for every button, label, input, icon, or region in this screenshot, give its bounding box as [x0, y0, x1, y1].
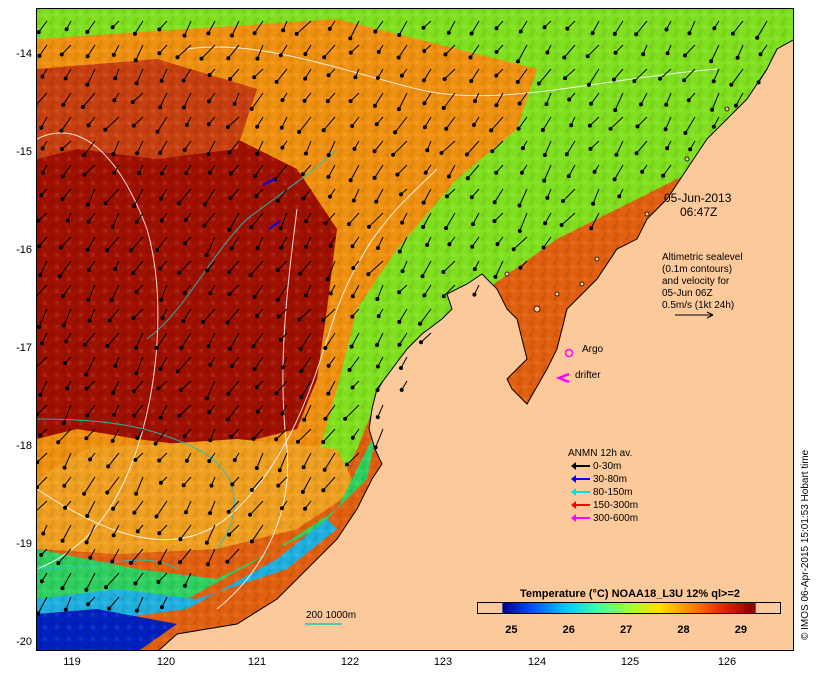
- lon-label: 126: [717, 656, 737, 668]
- anmn-legend-label: 0-30m: [593, 461, 622, 472]
- credit-text: © IMOS 06-Apr-2015 15:01:53 Hobart time: [800, 449, 811, 640]
- colorbar-tick-label: 29: [734, 624, 747, 636]
- arrow-icon: [571, 501, 590, 510]
- anmn-legend-item: 0-30m: [571, 461, 622, 472]
- lat-label: -19: [16, 538, 32, 550]
- anmn-legend-item: 300-600m: [571, 513, 639, 524]
- lon-label: 120: [156, 656, 176, 668]
- depth-contours: [37, 148, 338, 570]
- lon-label: 119: [63, 656, 81, 668]
- lon-label: 122: [340, 656, 360, 668]
- land-kimberley: [158, 39, 793, 650]
- lat-label: -15: [16, 146, 32, 158]
- date-stamp: 05-Jun-2013: [664, 191, 732, 205]
- velocity-arrows: [37, 20, 768, 616]
- colorbar-tick-label: 26: [562, 624, 575, 636]
- scale-arrow-head: [706, 311, 714, 319]
- sealevel-contours: [37, 46, 718, 610]
- lon-label: 125: [620, 656, 640, 668]
- lat-label: -18: [16, 440, 32, 452]
- altimetry-description: Altimetric sealevel (0.1m contours) and …: [662, 252, 743, 312]
- lon-label: 123: [433, 656, 453, 668]
- anmn-legend-item: 30-80m: [571, 474, 627, 485]
- argo-marker-icon[interactable]: [564, 348, 574, 358]
- arrow-icon: [571, 462, 590, 471]
- colorbar-tick-label: 25: [505, 624, 518, 636]
- altimetry-line: (0.1m contours): [662, 264, 733, 275]
- altimetry-line: 0.5m/s (1kt 24h): [662, 300, 735, 311]
- temperature-colorbar: [477, 602, 781, 614]
- drifter-marker-icon[interactable]: [555, 372, 570, 384]
- anmn-legend-item: 80-150m: [571, 487, 633, 498]
- arrow-icon: [571, 514, 590, 523]
- lat-label: -17: [16, 342, 32, 354]
- lon-label: 121: [247, 656, 267, 668]
- depth-legend-label: 200 1000m: [306, 610, 357, 621]
- altimetry-line: and velocity for: [662, 276, 730, 287]
- lat-label: -20: [16, 636, 32, 648]
- lon-label: 124: [527, 656, 547, 668]
- altimetry-line: Altimetric sealevel: [662, 252, 743, 263]
- colorbar-tick-label: 28: [677, 624, 690, 636]
- argo-label: Argo: [582, 344, 604, 355]
- lat-label: -16: [16, 244, 32, 256]
- colorbar-title: Temperature (°C) NOAA18_L3U 12% ql>=2: [520, 588, 740, 600]
- sst-map-canvas: [37, 9, 793, 650]
- anmn-legend-label: 300-600m: [593, 513, 639, 524]
- map-area[interactable]: [36, 8, 794, 651]
- anmn-legend-label: 150-300m: [593, 500, 639, 511]
- altimetry-line: 05-Jun 06Z: [662, 288, 713, 299]
- colorbar-tick-label: 27: [620, 624, 633, 636]
- arrow-icon: [571, 475, 590, 484]
- drifter-label: drifter: [575, 370, 601, 381]
- arrow-icon: [571, 488, 590, 497]
- anmn-moorings: [262, 178, 281, 230]
- coast-islands: [504, 106, 730, 313]
- anmn-legend-label: 80-150m: [593, 487, 633, 498]
- anmn-legend-label: 30-80m: [593, 474, 627, 485]
- time-stamp: 06:47Z: [680, 205, 718, 219]
- anmn-legend-title: ANMN 12h av.: [568, 448, 633, 459]
- lat-label: -14: [16, 48, 32, 60]
- anmn-legend-item: 150-300m: [571, 500, 639, 511]
